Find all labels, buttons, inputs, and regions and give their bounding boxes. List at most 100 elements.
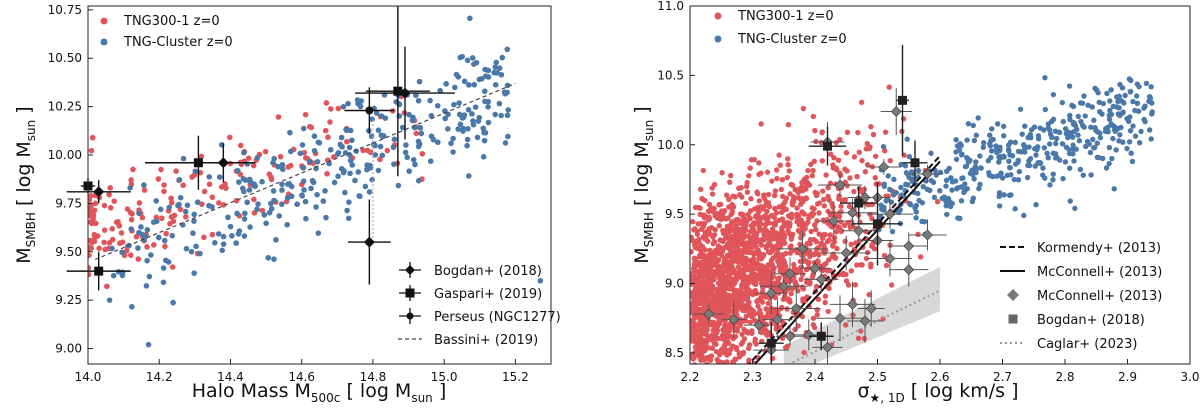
tng-cluster-point [1063,144,1070,150]
tng-cluster-point [997,155,1003,162]
tng-cluster-point [492,64,499,71]
tng-cluster-point [157,206,164,213]
mcconnell-point [743,315,774,335]
left-legend-top: TNG300-1 z=0 TNG-Cluster z=0 [100,14,233,50]
tng-cluster-point [1040,165,1046,171]
tng-cluster-point [194,199,201,206]
tng-cluster-point [146,273,153,280]
tng-cluster-point [190,230,196,237]
tng-cluster-point [1142,118,1148,125]
tng300-point [854,173,860,180]
tng300-point [809,205,815,211]
tng300-point [722,256,729,262]
tng300-point [862,169,869,175]
tng300-point [755,297,762,303]
tng300-point [705,208,712,214]
tng-cluster-point [287,148,294,155]
tng-cluster-point [1089,104,1095,110]
tng-cluster-point [127,185,133,191]
tng-cluster-point [1053,140,1059,147]
tng300-point [101,239,107,246]
mcconnell-point [817,201,851,241]
tng300-point [858,99,865,106]
tng-cluster-point [191,270,197,276]
left-x-axis-label: Halo Mass M500c [ log Msun ] [192,380,446,405]
tng300-point [852,282,858,288]
tng-cluster-point [913,209,919,215]
tng300-point [776,217,782,223]
mcconnell-marker [847,207,858,219]
tng-cluster-point [1096,99,1102,106]
tng-cluster-point [1106,116,1113,122]
tng300-point [850,312,856,318]
bogdan-point [902,140,928,185]
tng-cluster-point [300,164,306,171]
tng-cluster-point [928,150,934,157]
tng300-point [726,263,732,269]
tng-cluster-point [247,224,253,230]
tng300-point [115,219,121,225]
tng300-point [144,244,150,250]
tng300-point [690,292,696,298]
tng-cluster-point [891,176,897,183]
tng300-point [733,232,739,238]
tng-cluster-point [347,127,354,134]
tng-cluster-point [311,147,318,154]
tng-cluster-point [994,121,1001,127]
tng300-point [755,303,761,309]
tng-cluster-point [450,135,456,142]
tng300-point [811,158,818,165]
tng-cluster-point [1041,145,1047,151]
tng-cluster-point [241,233,248,239]
tng300-point [118,230,125,236]
tng-cluster-point [1122,92,1128,99]
tng300-point [725,332,731,338]
tng-cluster-point [1001,133,1007,139]
bogdan-point-marker [873,219,882,229]
tng300-point [777,241,783,247]
tng300-point [724,359,730,364]
tng-cluster-point [1000,123,1007,130]
tng-cluster-point [464,136,471,143]
tng300-point [697,186,704,193]
tng300-point [708,367,713,372]
tng300-point [692,362,698,364]
tng-cluster-point [169,232,176,239]
tng300-point [343,138,350,145]
tng300-point [855,129,861,136]
tng300-point [773,210,779,216]
tng-cluster-point [1047,131,1054,138]
right-y-ticks: 8.5 9.0 9.5 10.0 10.5 11.0 [657,0,695,360]
obs-point-marker [94,266,104,276]
tng-cluster-point [106,297,113,304]
tng300-point [712,324,718,330]
y-tick-label: 11.0 [657,0,684,13]
x-tick-label: 2.7 [993,370,1012,384]
tng300-point [707,247,713,254]
tng-cluster-point [136,210,142,217]
tng-cluster-point [466,173,472,179]
tng300-point [748,306,754,313]
tng-cluster-point [970,122,976,129]
tng300-point [822,293,829,299]
tng300-point [201,234,207,241]
tng300-point [915,231,921,238]
tng300-point [741,326,747,333]
tng-cluster-point [987,143,994,149]
tng300-point [794,212,800,219]
tng300-point [747,165,753,171]
tng300-point [700,307,706,313]
y-tick-label: 9.50 [55,245,82,259]
tng300-point [702,213,708,219]
tng-cluster-point [496,65,503,71]
mcconnell-point [889,232,928,260]
tng300-point [702,197,708,204]
mcconnell-point [693,304,725,324]
tng-cluster-point [344,207,350,214]
tng300-point [752,281,758,287]
tng300-point [798,201,804,207]
tng300-point [136,200,143,206]
y-tick-label: 8.5 [665,346,684,360]
tng300-point [706,216,713,222]
tng300-point [747,258,754,264]
